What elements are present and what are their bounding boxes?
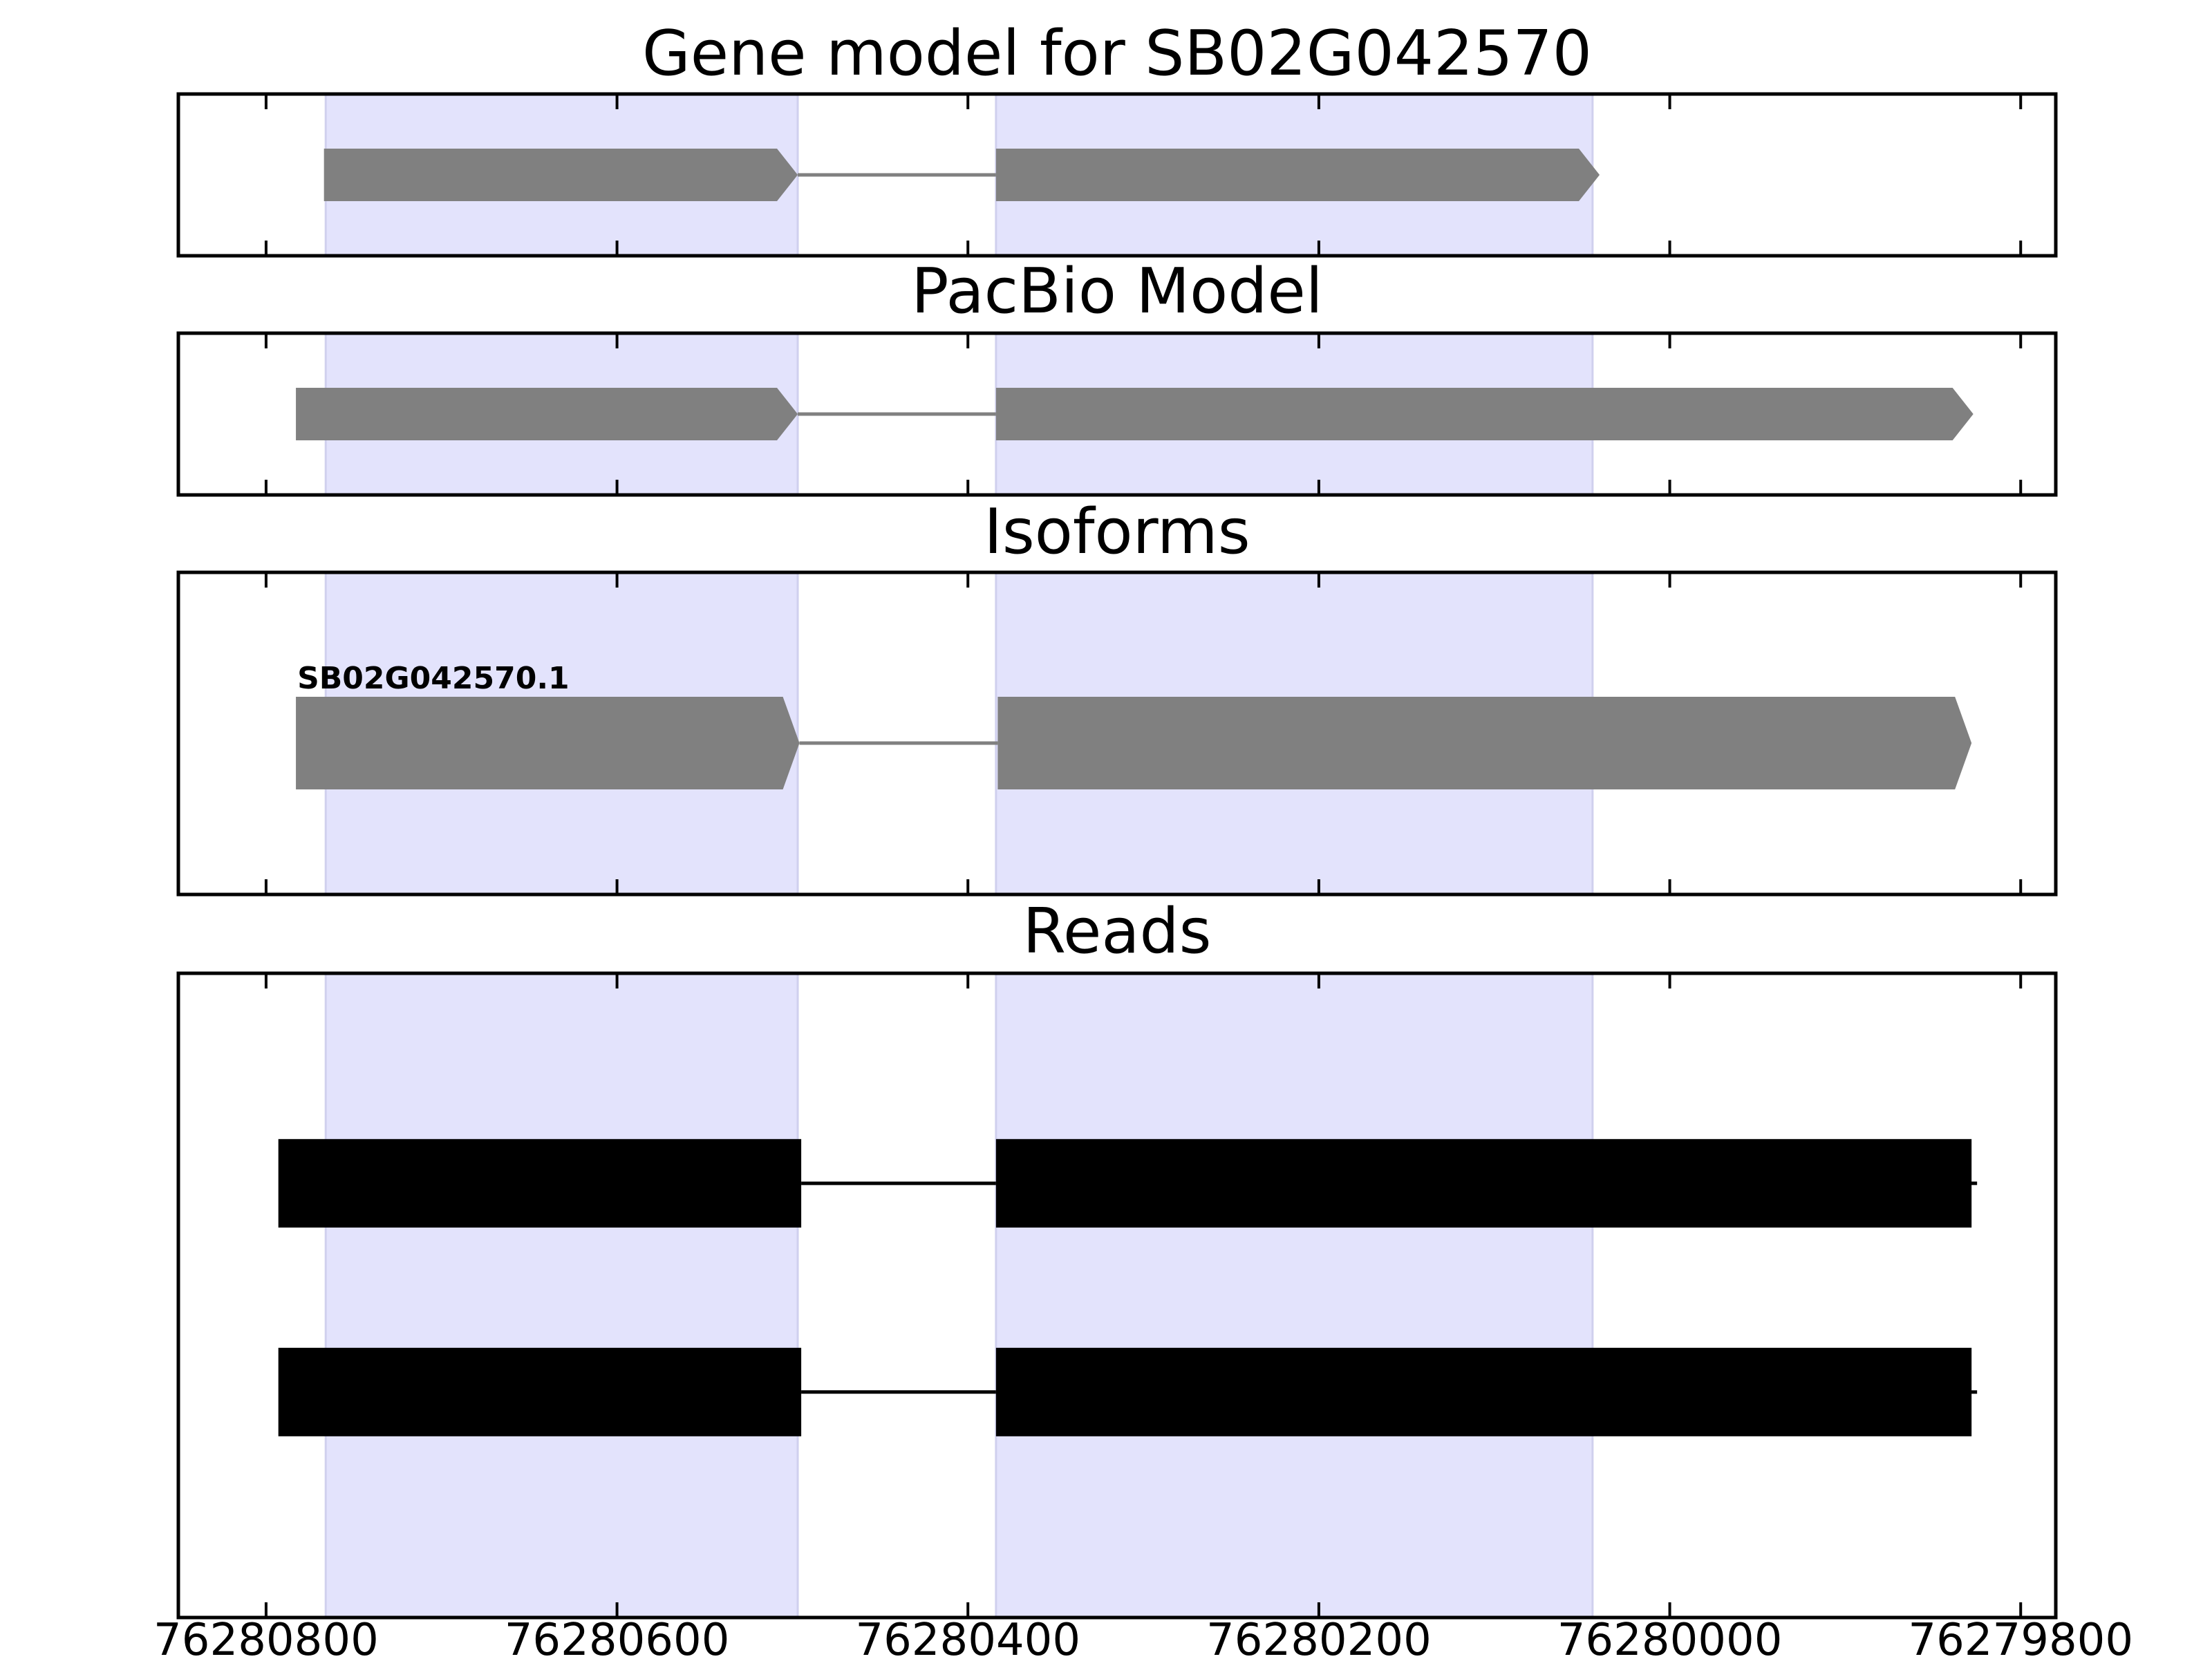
panel-title: PacBio Model xyxy=(911,255,1323,328)
exon-arrow xyxy=(324,149,798,201)
exon-arrow xyxy=(995,149,1600,201)
highlight-band-1 xyxy=(995,972,1594,1619)
x-tick-label: 76279800 xyxy=(1908,1615,2133,1659)
panel-frame xyxy=(176,331,2058,497)
panel-frame xyxy=(176,971,2058,1620)
panel-2: SB02G042570.1 Isoforms xyxy=(176,496,2058,897)
x-tick-label: 76280200 xyxy=(1206,1615,1432,1659)
exon-arrow xyxy=(296,388,798,440)
panel-title: Isoforms xyxy=(984,496,1250,568)
panel-1: PacBio Model xyxy=(176,255,2058,497)
exon-arrow xyxy=(995,388,1974,440)
panel-title: Reads xyxy=(1022,895,1211,968)
read-exon-block xyxy=(995,1347,1972,1436)
read-exon-block xyxy=(278,1138,802,1228)
highlight-band-0 xyxy=(324,972,799,1619)
read-exon-block xyxy=(995,1138,1972,1228)
panel-3: Reads xyxy=(176,895,2058,1620)
x-tick-label: 76280000 xyxy=(1557,1615,1783,1659)
exon-arrow xyxy=(296,696,800,789)
read-exon-block xyxy=(278,1347,802,1436)
isoform-label: SB02G042570.1 xyxy=(297,661,570,696)
exon-arrow xyxy=(997,696,1972,789)
panel-frame xyxy=(176,570,2058,897)
x-tick-label: 76280400 xyxy=(855,1615,1080,1659)
x-tick-label: 76280800 xyxy=(153,1615,379,1659)
panels: Gene model for SB02G042570 PacBio Model SB… xyxy=(176,17,2058,1620)
x-axis-tick-labels: 76280800 76280600 76280400 76280200 76280000… xyxy=(153,1615,2133,1659)
panel-frame xyxy=(176,92,2058,258)
panel-title: Gene model for SB02G042570 xyxy=(642,17,1592,90)
x-tick-label: 76280600 xyxy=(505,1615,730,1659)
panel-0: Gene model for SB02G042570 xyxy=(176,17,2058,258)
